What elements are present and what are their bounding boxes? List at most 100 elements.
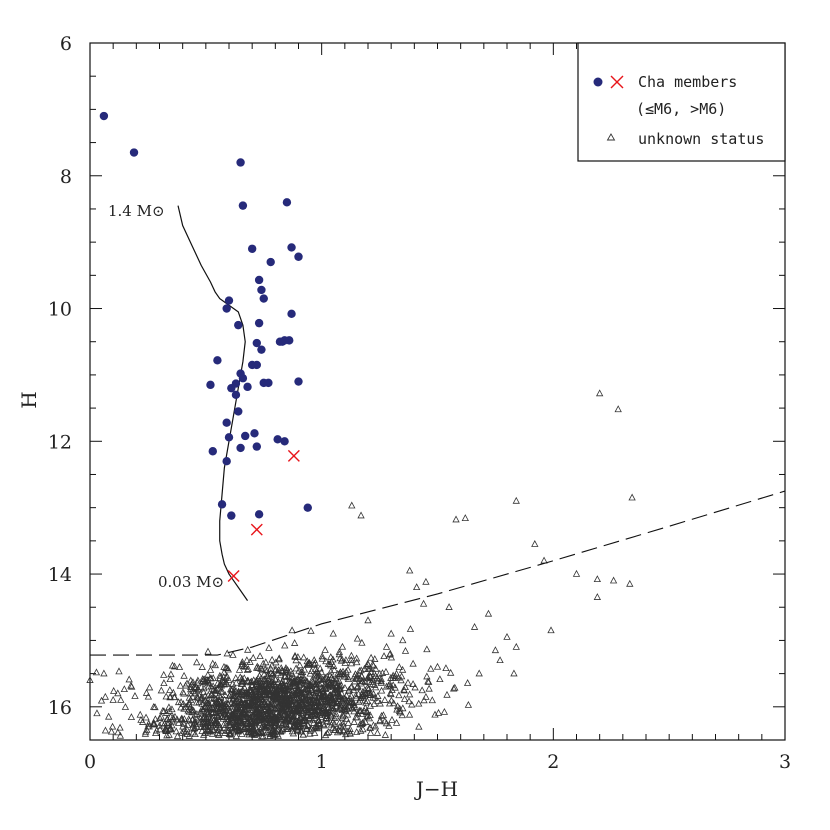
unknown-status-point xyxy=(268,681,276,689)
unknown-status-point xyxy=(351,677,359,685)
unknown-status-point xyxy=(363,659,372,667)
unknown-status-point xyxy=(336,722,344,730)
unknown-status-point xyxy=(114,689,122,697)
unknown-status-point xyxy=(325,680,334,688)
unknown-status-point xyxy=(364,673,372,681)
unknown-status-point xyxy=(157,686,166,694)
unknown-status-point xyxy=(238,661,246,669)
unknown-status-point xyxy=(190,718,198,726)
unknown-status-point xyxy=(330,714,339,721)
unknown-status-point xyxy=(223,672,231,679)
unknown-status-point xyxy=(352,654,361,662)
unknown-status-point xyxy=(296,661,304,669)
member-point xyxy=(224,296,234,305)
unknown-status-point xyxy=(377,686,386,694)
unknown-status-point xyxy=(425,678,433,685)
member-point xyxy=(236,158,245,167)
unknown-status-point xyxy=(452,515,460,523)
unknown-status-point xyxy=(176,681,185,689)
unknown-status-point xyxy=(293,706,301,714)
unknown-status-point xyxy=(252,688,261,696)
unknown-status-point xyxy=(327,657,336,665)
unknown-status-point xyxy=(256,698,264,705)
unknown-status-point xyxy=(314,689,323,697)
legend-triangle-icon xyxy=(606,133,616,141)
unknown-status-point xyxy=(204,712,213,720)
unknown-status-point xyxy=(204,647,212,655)
y-tick-labels: 6 8 10 12 14 16 xyxy=(48,33,72,719)
unknown-status-point xyxy=(306,669,314,677)
unknown-status-point xyxy=(344,718,352,726)
unknown-status-point xyxy=(105,712,113,720)
unknown-status-point xyxy=(352,691,360,699)
unknown-status-point xyxy=(286,721,294,729)
unknown-status-point xyxy=(445,603,453,610)
unknown-status-point xyxy=(531,540,539,547)
unknown-status-point xyxy=(335,677,343,684)
legend-unknown-label: unknown status xyxy=(638,130,764,148)
unknown-status-point xyxy=(178,728,186,736)
unknown-status-point xyxy=(595,389,604,397)
unknown-status-point xyxy=(225,730,233,737)
unknown-status-point xyxy=(171,712,179,720)
completeness-limit-line xyxy=(90,490,786,656)
unknown-status-point xyxy=(276,671,285,679)
unknown-status-point xyxy=(149,703,158,710)
unknown-status-point xyxy=(314,672,323,680)
unknown-status-point xyxy=(415,699,423,707)
unknown-status-point xyxy=(296,720,304,727)
member-point xyxy=(213,356,222,365)
unknown-status-point xyxy=(317,697,325,705)
unknown-status-point xyxy=(329,629,337,637)
unknown-status-point xyxy=(138,718,147,725)
unknown-status-point xyxy=(209,716,218,724)
unknown-status-point xyxy=(116,731,124,739)
unknown-status-point xyxy=(226,706,234,714)
unknown-status-point xyxy=(205,703,213,711)
unknown-status-point xyxy=(265,690,273,698)
unknown-status-point xyxy=(278,677,287,684)
unknown-status-point xyxy=(306,702,315,710)
unknown-status-point xyxy=(299,716,307,724)
unknown-status-point xyxy=(239,694,247,702)
unknown-status-point xyxy=(193,678,202,686)
unknown-status-point xyxy=(355,666,364,674)
unknown-status-point xyxy=(336,682,344,690)
unknown-status-point xyxy=(187,680,196,688)
unknown-status-point xyxy=(356,674,364,682)
unknown-status-point xyxy=(207,718,215,726)
unknown-status-point xyxy=(352,693,360,701)
member-point xyxy=(259,294,268,303)
unknown-status-point xyxy=(185,698,193,706)
unknown-status-point xyxy=(272,718,280,726)
unknown-status-point xyxy=(107,727,116,735)
unknown-status-point xyxy=(325,698,333,705)
unknown-status-point xyxy=(442,664,450,672)
unknown-status-point xyxy=(168,661,177,669)
unknown-status-point xyxy=(388,715,396,723)
unknown-status-point xyxy=(311,665,320,672)
unknown-status-point xyxy=(180,727,188,735)
unknown-status-point xyxy=(226,730,235,738)
unknown-status-point xyxy=(190,724,198,732)
unknown-status-point xyxy=(398,711,406,719)
unknown-status-point xyxy=(290,681,298,689)
unknown-status-point xyxy=(166,686,174,693)
unknown-status-point xyxy=(314,669,323,677)
unknown-status-point xyxy=(512,642,520,650)
unknown-status-point xyxy=(283,713,291,721)
unknown-status-point xyxy=(219,720,228,728)
unknown-status-point xyxy=(160,719,169,727)
unknown-status-point xyxy=(248,718,256,726)
unknown-status-point xyxy=(192,683,200,691)
unknown-status-point xyxy=(197,683,205,690)
unknown-status-points xyxy=(86,389,636,730)
unknown-status-point xyxy=(379,711,388,719)
unknown-status-point xyxy=(317,668,326,676)
unknown-status-point xyxy=(285,714,293,722)
unknown-status-point xyxy=(162,726,170,734)
late-member-stroke xyxy=(287,449,300,462)
unknown-status-point xyxy=(484,609,493,617)
unknown-status-point xyxy=(593,593,602,600)
